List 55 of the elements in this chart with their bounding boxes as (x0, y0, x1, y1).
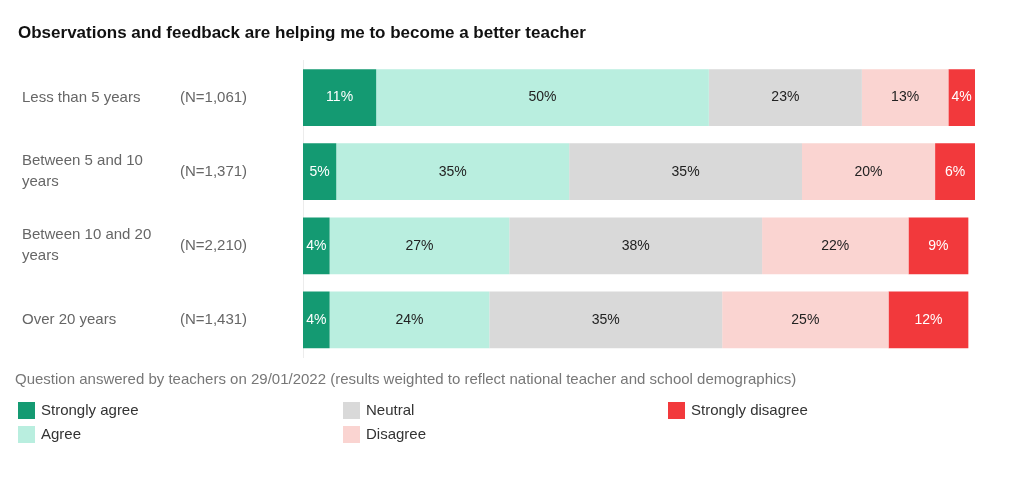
bar (329, 217, 510, 275)
data-label: 27% (405, 236, 434, 253)
data-label: 4% (951, 88, 972, 105)
bar (376, 69, 709, 126)
bar (329, 291, 490, 349)
bar (509, 217, 763, 275)
bar (762, 217, 909, 275)
text: (N=1,371) (180, 161, 248, 179)
bar (722, 291, 889, 349)
text: (N=2,210) (180, 235, 248, 253)
text: (N=1,061) (180, 87, 248, 105)
data-label: 20% (854, 162, 883, 179)
data-label: 22% (821, 236, 850, 253)
data-label: 5% (309, 162, 330, 179)
bar (489, 291, 723, 349)
bar (303, 291, 330, 349)
y-tick-label: Between 5 and 10 years (22, 151, 143, 190)
data-label: 9% (928, 236, 949, 253)
data-label: 24% (395, 310, 424, 327)
legend-label: Strongly agree (41, 401, 139, 419)
data-label: 50% (528, 88, 557, 105)
data-label: 6% (944, 162, 966, 179)
legend-label: Strongly disagree (691, 401, 808, 419)
data-label: 25% (791, 310, 820, 327)
legend-label: Agree (41, 425, 82, 443)
data-label: 23% (771, 88, 800, 105)
chart-title: Observations and feedback are helping me to become a better teacher (18, 23, 586, 43)
y-tick-label: Less than 5 years (22, 87, 141, 105)
bar (569, 143, 803, 201)
data-label: 4% (306, 236, 327, 253)
bar (802, 143, 936, 201)
data-label: 35% (671, 162, 700, 179)
text: (N=1,431) (180, 310, 248, 328)
data-label: 35% (438, 162, 467, 179)
data-label: 35% (591, 310, 620, 327)
data-label: 12% (914, 310, 943, 327)
data-label: 11% (326, 88, 354, 105)
legend-label: Disagree (366, 425, 427, 443)
bar (303, 217, 330, 275)
bar (708, 69, 862, 126)
text: Question answered by teachers on 29/01/2022 (results weighted to reflect national teacher and school demographics) (15, 369, 797, 389)
bar (336, 143, 570, 201)
bar (303, 143, 337, 201)
bar (908, 217, 969, 275)
bar (303, 69, 377, 126)
data-label: 38% (621, 236, 650, 253)
data-label: 4% (306, 310, 327, 327)
y-tick-label: Over 20 years (22, 310, 117, 328)
data-label: 13% (891, 88, 920, 105)
bar (888, 291, 969, 349)
bar (861, 69, 949, 126)
y-tick-label: Between 10 and 20 years (22, 225, 152, 264)
legend-label: Neutral (366, 401, 415, 419)
bar (948, 69, 975, 126)
bar (935, 143, 975, 201)
